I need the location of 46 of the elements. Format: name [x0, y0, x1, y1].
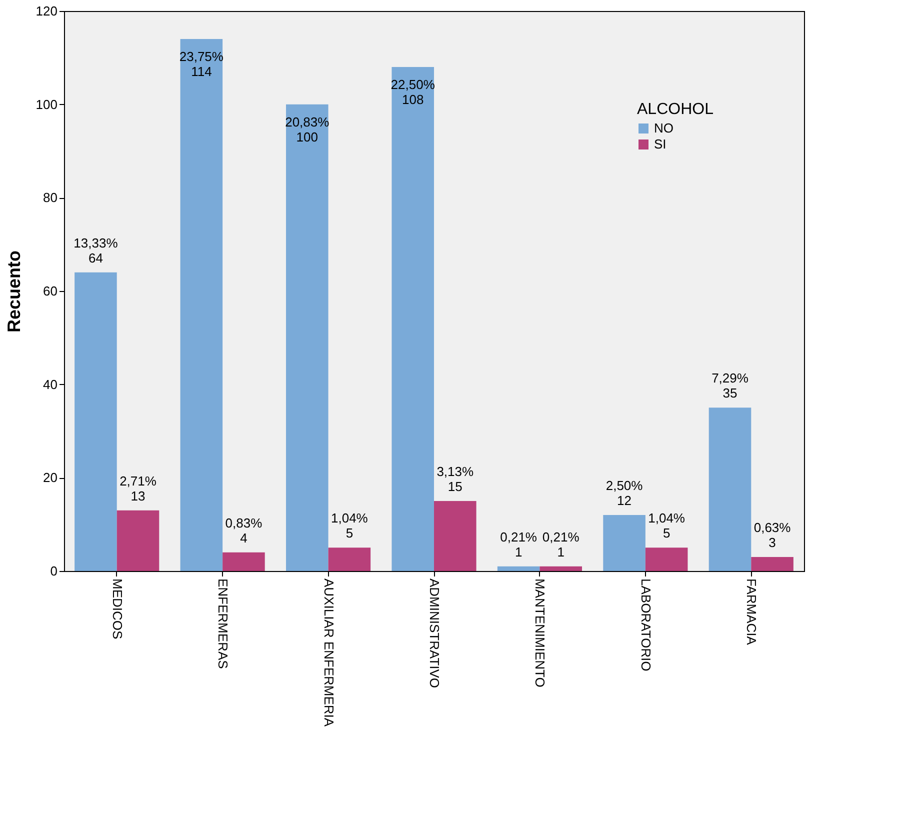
bar — [540, 566, 582, 571]
data-label: 2,71% 13 — [120, 473, 157, 504]
y-tick-label: 20 — [43, 470, 58, 486]
x-tick-label: LABORATORIO — [638, 578, 654, 672]
data-label: 22,50% 108 — [390, 77, 436, 107]
bar — [708, 408, 752, 571]
y-tick-label: 40 — [43, 376, 58, 392]
bar — [74, 272, 117, 571]
y-axis-title: Recuento — [4, 250, 24, 333]
bar — [434, 501, 476, 571]
bar — [603, 515, 646, 571]
legend-title: ALCOHOL — [637, 101, 714, 118]
x-tick-label: FARMACIA — [744, 578, 760, 646]
data-label: 2,50% 12 — [606, 478, 644, 508]
bar — [222, 552, 265, 571]
x-tick-label: AUXILIAR ENFERMERIA — [321, 578, 336, 727]
bar — [751, 557, 794, 571]
y-tick-label: 60 — [43, 284, 58, 298]
bar — [180, 39, 223, 571]
y-tick-label: 100 — [36, 96, 58, 112]
y-tick-label: 120 — [36, 4, 58, 18]
y-tick-label: 80 — [43, 190, 58, 206]
data-label: 0,63% 3 — [754, 520, 792, 550]
bar — [392, 67, 434, 571]
data-label: 1,04% 5 — [648, 510, 686, 541]
x-tick-label: MEDICOS — [110, 578, 125, 640]
bar — [286, 104, 328, 571]
data-label: 13,33% 64 — [74, 235, 118, 266]
bar — [497, 566, 540, 571]
data-label: 23,75% 114 — [179, 49, 224, 79]
bar — [116, 510, 160, 571]
bar — [645, 548, 688, 571]
data-label: 0,21% 1 — [500, 529, 538, 560]
data-label: 7,29% 35 — [712, 370, 749, 401]
x-tick-label: MANTENIMIENTO — [532, 578, 548, 688]
x-tick-label: ENFERMERAS — [216, 578, 231, 670]
data-label: 0,21% 1 — [542, 529, 580, 560]
y-tick-label: 0 — [50, 564, 58, 578]
legend-label: SI — [654, 136, 666, 152]
bar — [328, 548, 371, 571]
legend-label: NO — [654, 120, 674, 136]
data-label: 1,04% 5 — [330, 510, 368, 541]
data-label: 3,13% 15 — [436, 464, 474, 494]
data-label: 0,83% 4 — [225, 515, 263, 546]
x-tick-label: ADMINISTRATIVO — [427, 578, 442, 688]
data-label: 20,83% 100 — [285, 114, 330, 144]
